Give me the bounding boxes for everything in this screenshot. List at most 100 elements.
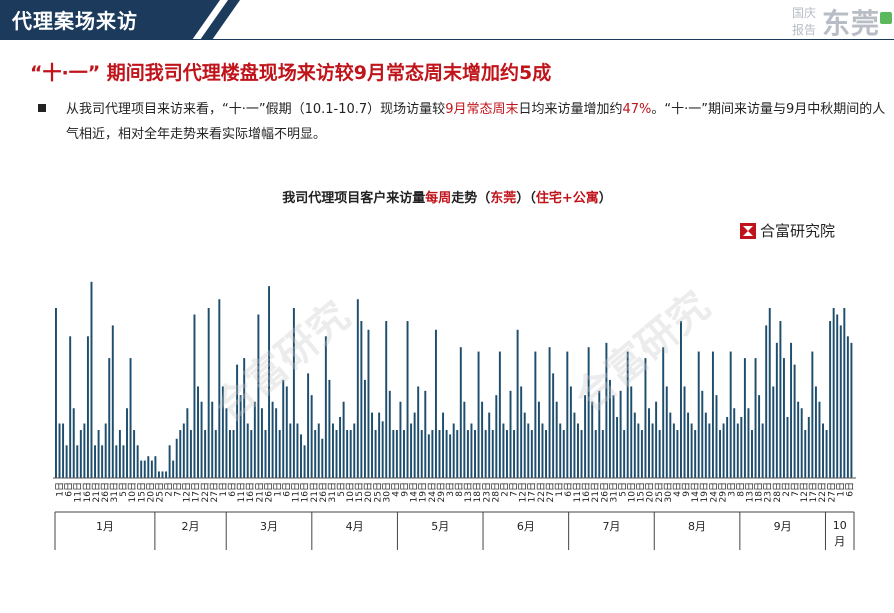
- bar-158: [616, 416, 619, 478]
- bar-73: [314, 430, 317, 478]
- week-tick-label: 6日: [64, 482, 75, 497]
- bar-132: [523, 412, 526, 478]
- bar-212: [807, 416, 810, 478]
- chart-title-2: 每周: [425, 191, 452, 206]
- bar-49: [229, 430, 231, 478]
- month-label: 9月: [774, 520, 792, 533]
- bar-1: [58, 423, 61, 478]
- bar-126: [502, 423, 505, 478]
- bar-134: [530, 430, 533, 478]
- bar-22: [133, 430, 136, 478]
- week-tick-label: 22日: [200, 482, 211, 502]
- bar-121: [484, 430, 487, 478]
- week-tick-label: 3日: [726, 482, 737, 497]
- week-tick-label: 16日: [245, 482, 256, 502]
- bar-54: [246, 423, 249, 478]
- week-tick-label: 24日: [708, 482, 719, 502]
- week-tick-label: 9日: [400, 482, 411, 497]
- bar-133: [527, 423, 530, 478]
- bar-124: [495, 395, 498, 478]
- week-tick-label: 25日: [154, 482, 165, 502]
- bar-53: [243, 358, 246, 478]
- research-logo: 合富研究院: [740, 220, 835, 241]
- bar-46: [218, 299, 221, 478]
- bar-220: [836, 314, 839, 478]
- week-tick-label: 17日: [191, 482, 202, 502]
- week-tick-label: 20日: [145, 482, 156, 502]
- week-tick-label: 20日: [645, 482, 656, 502]
- bar-142: [559, 423, 562, 478]
- week-tick-label: 27日: [826, 482, 837, 502]
- week-tick-label: 2日: [163, 482, 174, 497]
- month-label: 6月: [517, 520, 535, 533]
- bar-217: [825, 430, 828, 478]
- bar-114: [459, 347, 462, 478]
- week-tick-label: 10日: [345, 482, 356, 502]
- week-tick-label: 27日: [209, 482, 220, 502]
- bar-130: [516, 329, 519, 478]
- bar-170: [658, 430, 661, 478]
- bar-183: [704, 412, 707, 478]
- bar-81: [342, 401, 345, 478]
- bar-65: [285, 386, 288, 478]
- bar-67: [292, 307, 295, 478]
- month-label: 2月: [182, 520, 200, 533]
- week-tick-label: 12日: [518, 482, 529, 502]
- bar-30: [161, 471, 164, 478]
- bar-107: [434, 329, 437, 478]
- week-tick-label: 11日: [291, 482, 302, 502]
- chart-title-3: 走势（: [451, 191, 491, 206]
- research-logo-icon: [740, 222, 756, 239]
- week-tick-label: 19日: [418, 482, 429, 502]
- bar-193: [740, 416, 743, 478]
- bar-40: [197, 386, 199, 478]
- research-logo-text: 合富研究院: [760, 222, 836, 240]
- week-tick-label: 12日: [182, 482, 193, 502]
- bar-152: [594, 430, 597, 478]
- bar-211: [804, 430, 807, 478]
- bar-149: [584, 395, 587, 478]
- bar-90: [374, 430, 377, 478]
- week-tick-label: 18日: [472, 482, 483, 502]
- bar-23: [136, 445, 139, 478]
- bar-204: [779, 321, 782, 478]
- week-tick-label: 11日: [73, 482, 84, 502]
- bar-151: [591, 401, 594, 478]
- bar-143: [562, 430, 565, 478]
- bar-189: [726, 416, 729, 478]
- bar-72: [310, 395, 313, 478]
- bar-223: [846, 336, 849, 478]
- week-tick-label: 18日: [754, 482, 765, 502]
- bar-122: [488, 412, 491, 478]
- bar-89: [371, 412, 373, 478]
- week-tick-label: 28日: [772, 482, 783, 502]
- bar-55: [250, 430, 253, 478]
- bar-95: [392, 430, 395, 478]
- bar-109: [442, 412, 445, 478]
- bar-43: [207, 307, 210, 478]
- bar-8: [83, 423, 86, 478]
- week-tick-label: 10日: [127, 482, 138, 502]
- bar-137: [541, 423, 544, 478]
- week-tick-label: 15日: [354, 482, 365, 502]
- week-tick-label: 31日: [327, 482, 338, 502]
- week-tick-label: 7日: [173, 482, 184, 497]
- bar-7: [79, 430, 82, 478]
- bar-200: [765, 325, 768, 478]
- week-tick-label: 20日: [363, 482, 374, 502]
- bar-36: [182, 423, 185, 478]
- bar-216: [822, 423, 824, 478]
- bar-11: [94, 445, 97, 478]
- bar-123: [491, 430, 494, 478]
- bar-138: [545, 430, 547, 478]
- month-label-part: 10: [833, 519, 847, 532]
- bar-113: [456, 430, 459, 478]
- bar-192: [736, 423, 739, 478]
- bar-26: [147, 456, 150, 478]
- bar-185: [711, 351, 714, 478]
- week-tick-label: 5日: [118, 482, 129, 497]
- para-text-1: 从我司代理项目来访来看，“十·一”假期（10.1-10.7）现场访量较: [66, 102, 446, 117]
- bar-214: [814, 386, 817, 478]
- bar-83: [349, 430, 352, 478]
- bar-85: [356, 299, 359, 478]
